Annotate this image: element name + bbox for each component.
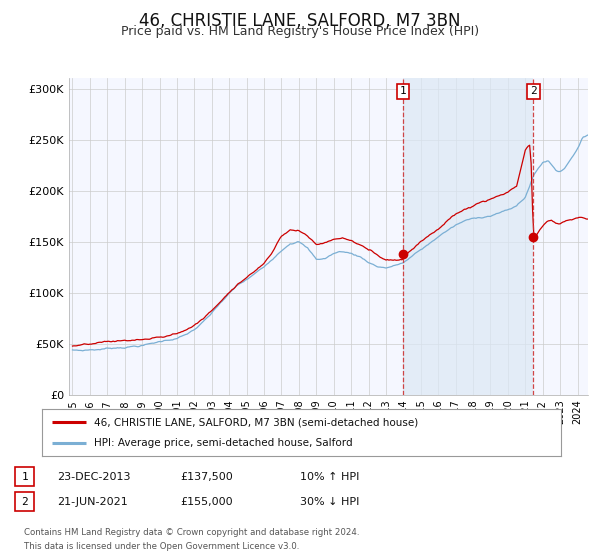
Text: 23-DEC-2013: 23-DEC-2013 [57,472,131,482]
Text: HPI: Average price, semi-detached house, Salford: HPI: Average price, semi-detached house,… [94,438,353,448]
Text: 30% ↓ HPI: 30% ↓ HPI [300,497,359,507]
Text: 21-JUN-2021: 21-JUN-2021 [57,497,128,507]
Text: £155,000: £155,000 [180,497,233,507]
Text: 2: 2 [530,86,537,96]
Text: 46, CHRISTIE LANE, SALFORD, M7 3BN (semi-detached house): 46, CHRISTIE LANE, SALFORD, M7 3BN (semi… [94,417,418,427]
Bar [403,78,533,395]
Text: £137,500: £137,500 [180,472,233,482]
Text: 46, CHRISTIE LANE, SALFORD, M7 3BN: 46, CHRISTIE LANE, SALFORD, M7 3BN [139,12,461,30]
Text: 2: 2 [21,497,28,507]
Text: Contains HM Land Registry data © Crown copyright and database right 2024.: Contains HM Land Registry data © Crown c… [24,528,359,537]
Text: 1: 1 [400,86,406,96]
Text: 10% ↑ HPI: 10% ↑ HPI [300,472,359,482]
Text: This data is licensed under the Open Government Licence v3.0.: This data is licensed under the Open Gov… [24,542,299,550]
Text: 1: 1 [21,472,28,482]
Text: Price paid vs. HM Land Registry's House Price Index (HPI): Price paid vs. HM Land Registry's House … [121,25,479,38]
